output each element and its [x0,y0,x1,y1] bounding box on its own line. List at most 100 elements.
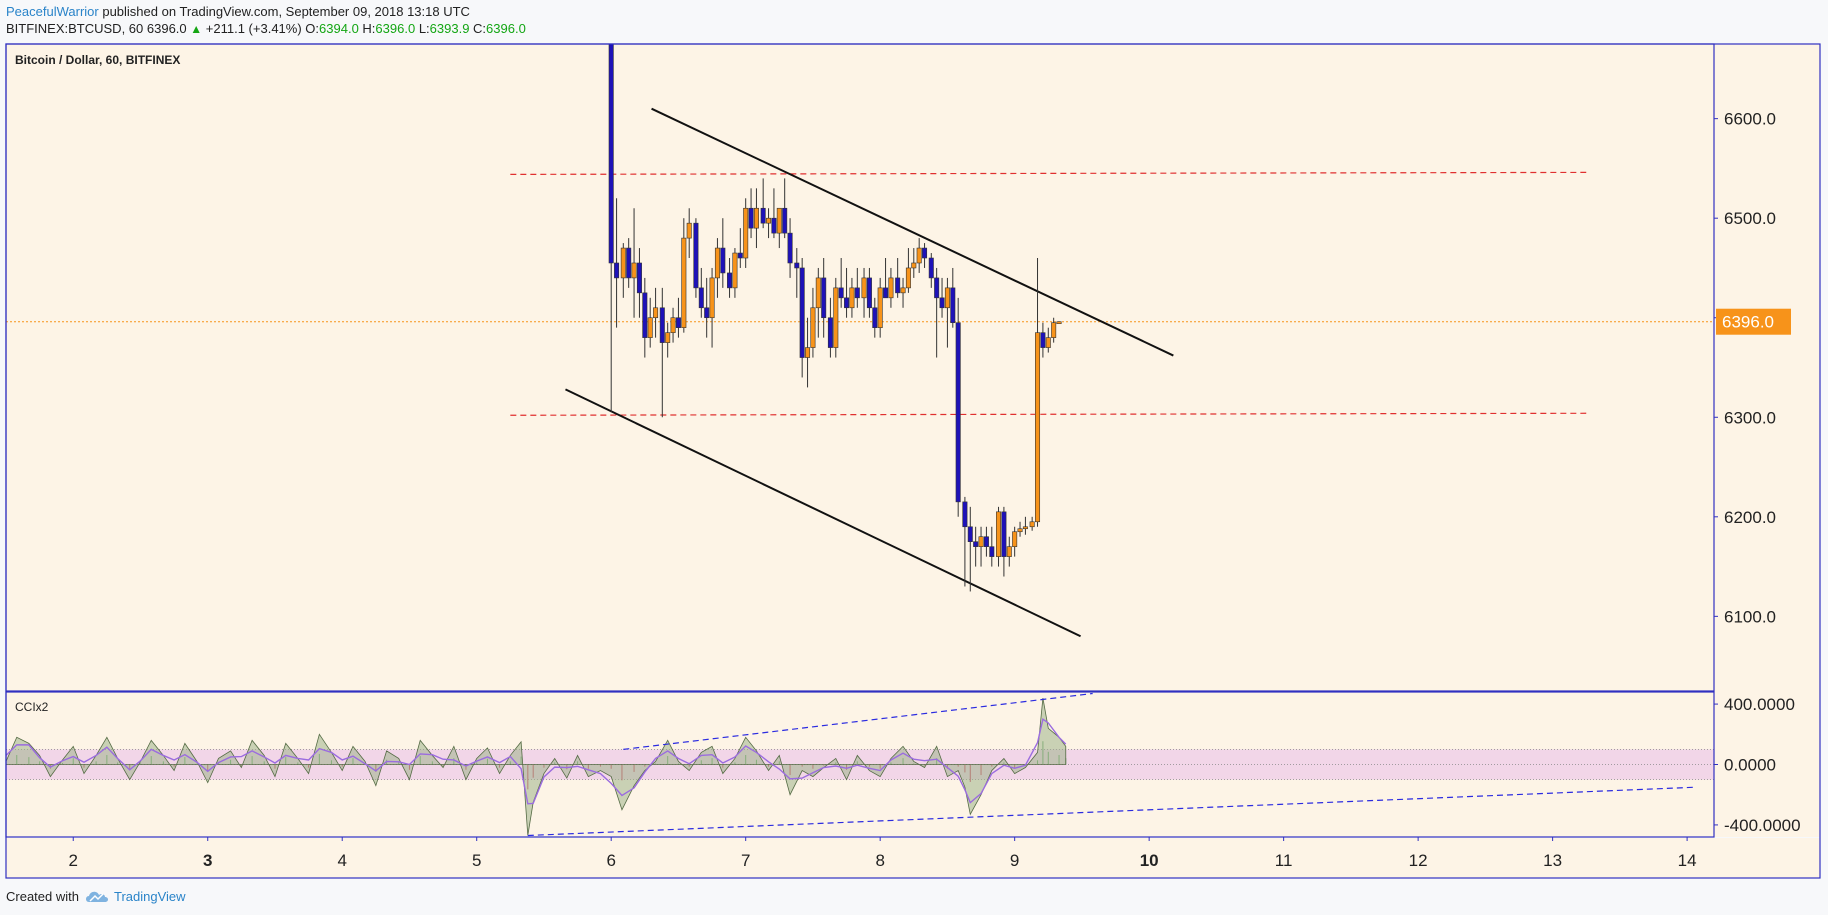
bull-candle [670,307,676,343]
bull-candle [1006,536,1012,567]
bear-candle [838,258,844,308]
candle-body [996,511,1002,557]
candle-body [727,272,733,289]
bear-candle [636,248,642,318]
bear-candle [973,526,979,567]
cci-area [5,697,1067,836]
candle-body [838,287,844,299]
bull-candle [996,506,1002,567]
bear-candle [642,277,648,358]
candle-body [675,317,681,328]
candle-body [698,287,704,309]
tradingview-brand[interactable]: TradingView [85,889,186,904]
candle-body [1022,526,1028,530]
bear-candle [895,258,901,298]
candle-body [753,207,759,229]
bull-candle [1022,516,1028,535]
bear-candle [794,248,800,298]
time-axis-label: 2 [69,851,78,870]
candle-body [686,222,692,239]
candle-body [1056,321,1062,325]
bull-candle [849,277,855,318]
candle-body [799,267,805,358]
candle-body [642,292,648,338]
candle-body [962,501,968,528]
candle-body [944,287,950,309]
bear-candle [704,277,710,338]
candle-body [693,222,699,289]
price-axis-label: 6600.0 [1724,110,1776,129]
candle-body [895,277,901,294]
price-axis-label: 6500.0 [1724,209,1776,228]
bear-candle [872,297,878,338]
chart-area[interactable]: 6600.06500.06400.06300.06200.06100.0400.… [0,0,1828,880]
author-link[interactable]: PeacefulWarrior [6,4,99,19]
candle-body [973,541,979,547]
bear-candle [737,228,743,268]
bull-candle [714,238,720,298]
bull-candle [732,248,738,298]
candle-body [704,307,710,319]
bear-candle [626,238,632,288]
bull-candle [1045,327,1051,353]
candle-body [821,277,827,319]
bull-candle [1017,521,1023,537]
bear-candle [1040,322,1046,358]
bull-candle [833,277,839,358]
symbol-ohlc-line: BITFINEX:BTCUSD, 60 6396.0 ▲ +211.1 (+3.… [6,21,526,36]
bull-candle [815,267,821,338]
bull-candle [978,526,984,567]
price-axis-label: 6100.0 [1724,607,1776,626]
candle-body [849,287,855,309]
bull-candle [653,287,659,338]
candle-body [983,536,989,547]
channel-lower-line [565,388,1081,638]
candle-body [950,287,956,324]
channel-upper-line [651,107,1174,357]
bear-candle [614,198,620,328]
time-axis-label: 13 [1543,851,1562,870]
high-label: H: [362,21,376,36]
bull-candle [753,188,759,249]
bear-candle [720,218,726,288]
bear-candle [748,188,754,239]
bull-candle [709,267,715,348]
candle-body [1035,332,1041,523]
candle-body [1012,531,1018,547]
bull-candle [647,297,653,348]
close-label: C: [473,21,487,36]
last-price-tag [1716,308,1791,335]
bull-candle [766,208,772,239]
bear-candle [854,267,860,308]
time-axis-label: 12 [1409,851,1428,870]
candle-body [934,277,940,299]
candle-body [1017,528,1023,533]
bear-candle [771,188,777,239]
candle-body [659,307,665,343]
bear-candle [844,267,850,318]
bear-candle [693,218,699,298]
low-label: L: [418,21,430,36]
bull-candle [665,322,671,358]
last-price-tag-label: 6396.0 [1722,313,1774,332]
bear-candle [967,506,973,592]
bull-candle [1029,516,1035,531]
candle-body [967,526,973,542]
bear-candle [827,297,833,358]
bull-candle [1051,317,1057,343]
candle-body [665,332,671,343]
time-axis-label: 11 [1275,851,1293,870]
candle-body [1029,521,1035,528]
candle-body [939,297,945,309]
candle-body [647,317,653,338]
bull-candle [916,238,922,273]
price-axis-label: 6300.0 [1724,408,1776,427]
bull-candle [776,207,782,249]
price-change: +211.1 (+3.41%) [205,21,302,36]
time-axis-label: 4 [337,851,346,870]
candle-body [670,317,676,333]
candle-body [1051,322,1057,338]
price-axis-background [1714,44,1820,837]
cci-axis-label: 0.0000 [1724,756,1776,775]
cci-pane [5,692,1714,837]
